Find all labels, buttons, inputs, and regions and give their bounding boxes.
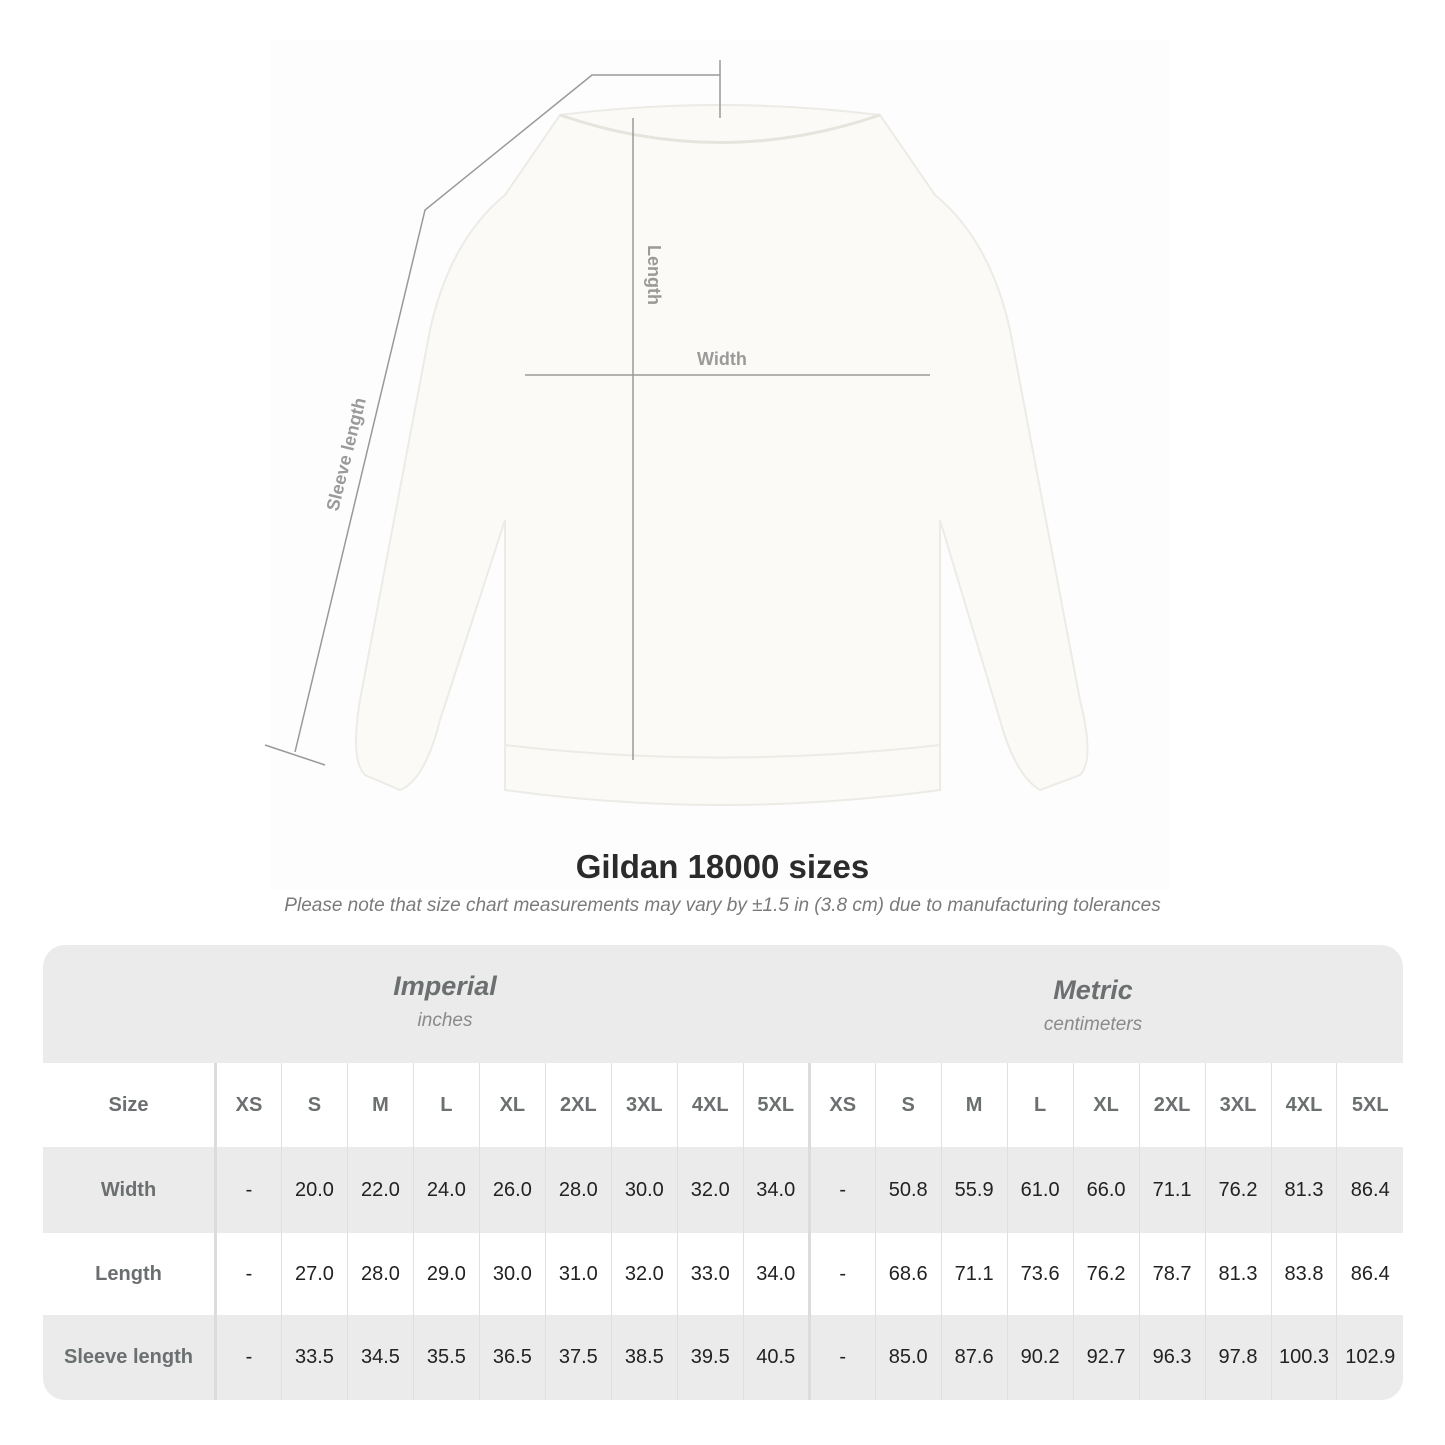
size-header-label: Size	[43, 1063, 217, 1147]
metric-cell: 73.6	[1006, 1233, 1074, 1315]
imperial-cell: 35.5	[412, 1315, 480, 1400]
row-label: Length	[43, 1233, 217, 1315]
imperial-size-L: L	[412, 1063, 480, 1147]
sweatshirt-image	[355, 104, 1089, 806]
length-label: Length	[644, 245, 664, 305]
metric-cell: 86.4	[1336, 1147, 1403, 1233]
page-title: Gildan 18000 sizes	[575, 848, 870, 885]
metric-cell: 68.6	[874, 1233, 942, 1315]
imperial-cell: 27.0	[280, 1233, 348, 1315]
imperial-cell: 32.0	[676, 1147, 744, 1233]
imperial-cell: -	[215, 1233, 282, 1315]
size-chart: Imperial inches Metric centimeters Size X…	[43, 945, 1403, 1400]
metric-size-4XL: 4XL	[1270, 1063, 1337, 1147]
imperial-cell: 31.0	[544, 1233, 612, 1315]
metric-cell: 96.3	[1138, 1315, 1206, 1400]
imperial-size-M: M	[346, 1063, 414, 1147]
metric-cell: 90.2	[1006, 1315, 1074, 1400]
metric-cell: 85.0	[874, 1315, 942, 1400]
metric-cell: 50.8	[874, 1147, 942, 1233]
metric-cell: 76.2	[1204, 1147, 1271, 1233]
imperial-cell: 20.0	[280, 1147, 348, 1233]
imperial-cell: 32.0	[610, 1233, 678, 1315]
metric-size-3XL: 3XL	[1204, 1063, 1271, 1147]
imperial-size-S: S	[280, 1063, 348, 1147]
imperial-cell: -	[215, 1315, 282, 1400]
metric-size-2XL: 2XL	[1138, 1063, 1206, 1147]
measurement-lines	[264, 60, 930, 766]
imperial-cell: 28.0	[346, 1233, 414, 1315]
metric-header: Metric centimeters	[863, 975, 1323, 1036]
metric-cell: 55.9	[940, 1147, 1008, 1233]
imperial-cell: 34.5	[346, 1315, 414, 1400]
imperial-cell: 33.0	[676, 1233, 744, 1315]
imperial-unit: inches	[417, 1010, 473, 1031]
metric-cell: 92.7	[1072, 1315, 1140, 1400]
metric-cell: 81.3	[1270, 1147, 1337, 1233]
metric-size-S: S	[874, 1063, 942, 1147]
metric-size-XL: XL	[1072, 1063, 1140, 1147]
metric-title: Metric	[1053, 975, 1133, 1005]
table-row: Length -27.0 28.0 29.0 30.0 31.0 32.0 33.0 34.0-…	[43, 1233, 1403, 1315]
imperial-size-5XL: 5XL	[742, 1063, 810, 1147]
metric-cell: 76.2	[1072, 1233, 1140, 1315]
imperial-size-4XL: 4XL	[676, 1063, 744, 1147]
imperial-cell: 36.5	[478, 1315, 546, 1400]
imperial-cell: 26.0	[478, 1147, 546, 1233]
imperial-cell: 38.5	[610, 1315, 678, 1400]
imperial-size-3XL: 3XL	[610, 1063, 678, 1147]
metric-cell: -	[807, 1233, 876, 1315]
metric-cell: 97.8	[1204, 1315, 1271, 1400]
imperial-cell: 29.0	[412, 1233, 480, 1315]
metric-unit: centimeters	[1043, 1014, 1143, 1035]
imperial-cell: 40.5	[742, 1315, 810, 1400]
metric-cell: 66.0	[1072, 1147, 1140, 1233]
metric-cell: 102.9	[1336, 1315, 1403, 1400]
metric-size-5XL: 5XL	[1336, 1063, 1403, 1147]
imperial-size-XL: XL	[478, 1063, 546, 1147]
imperial-cell: 39.5	[676, 1315, 744, 1400]
imperial-size-XS: XS	[215, 1063, 282, 1147]
tolerance-note: Please note that size chart measurements…	[284, 895, 1161, 916]
metric-size-M: M	[940, 1063, 1008, 1147]
metric-cell: 100.3	[1270, 1315, 1337, 1400]
table-header-row: Size XS S M L XL 2XL 3XL 4XL 5XL XS S M L XL 2XL 3XL 4XL 5…	[43, 1063, 1403, 1147]
imperial-cell: 24.0	[412, 1147, 480, 1233]
imperial-cell: 30.0	[610, 1147, 678, 1233]
width-label: Width	[697, 349, 747, 369]
imperial-cell: 33.5	[280, 1315, 348, 1400]
table-row: Width -20.0 22.0 24.0 26.0 28.0 30.0 32.0 34.0-5…	[43, 1147, 1403, 1233]
metric-cell: 83.8	[1270, 1233, 1337, 1315]
table-row: Sleeve length -33.5 34.5 35.5 36.5 37.5 38.5 39…	[43, 1315, 1403, 1400]
metric-size-L: L	[1006, 1063, 1074, 1147]
row-label: Width	[43, 1147, 217, 1233]
metric-cell: 71.1	[940, 1233, 1008, 1315]
metric-cell: 86.4	[1336, 1233, 1403, 1315]
imperial-cell: 37.5	[544, 1315, 612, 1400]
imperial-size-2XL: 2XL	[544, 1063, 612, 1147]
metric-size-XS: XS	[807, 1063, 876, 1147]
metric-cell: -	[807, 1147, 876, 1233]
metric-cell: 81.3	[1204, 1233, 1271, 1315]
size-table: Size XS S M L XL 2XL 3XL 4XL 5XL XS S M L XL 2XL 3XL 4XL 5…	[43, 1063, 1403, 1400]
metric-cell: 87.6	[940, 1315, 1008, 1400]
imperial-header: Imperial inches	[215, 971, 675, 1032]
imperial-cell: -	[215, 1147, 282, 1233]
imperial-cell: 28.0	[544, 1147, 612, 1233]
imperial-title: Imperial	[393, 971, 497, 1001]
row-label: Sleeve length	[43, 1315, 217, 1400]
metric-cell: -	[807, 1315, 876, 1400]
imperial-cell: 34.0	[742, 1233, 810, 1315]
sweatshirt-diagram: Length Width Sleeve length	[264, 60, 1089, 806]
imperial-cell: 34.0	[742, 1147, 810, 1233]
metric-cell: 71.1	[1138, 1147, 1206, 1233]
metric-cell: 61.0	[1006, 1147, 1074, 1233]
imperial-cell: 22.0	[346, 1147, 414, 1233]
metric-cell: 78.7	[1138, 1233, 1206, 1315]
imperial-cell: 30.0	[478, 1233, 546, 1315]
